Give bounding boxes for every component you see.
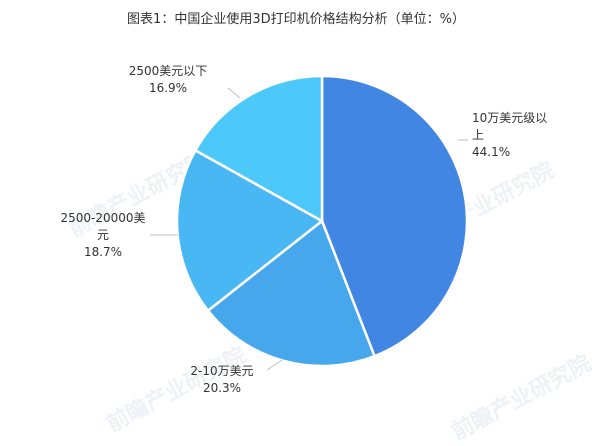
slice-value-label: 44.1% [472,145,510,159]
slice-category-label: 2500-20000美 [60,211,145,225]
pie-slices [175,74,469,368]
pie-slice [206,219,376,368]
pie-slice [320,74,469,358]
chart-title: 图表1：中国企业使用3D打印机价格结构分析（单位：%） [127,12,465,27]
pie-slice [194,74,324,223]
leader-lines [150,87,468,371]
leader-line [227,87,241,99]
slice-category-label: 元 [97,228,109,242]
slice-category-label: 上 [472,128,484,142]
slice-value-label: 18.7% [84,245,122,259]
slice-category-label: 10万美元级以 [472,111,547,125]
leader-line [266,359,283,371]
slice-value-label: 20.3% [203,381,241,395]
slice-category-label: 2-10万美元 [190,364,253,378]
slice-category-label: 2500美元以下 [129,64,208,78]
pie-slice [175,149,324,312]
slice-value-label: 16.9% [149,81,187,95]
